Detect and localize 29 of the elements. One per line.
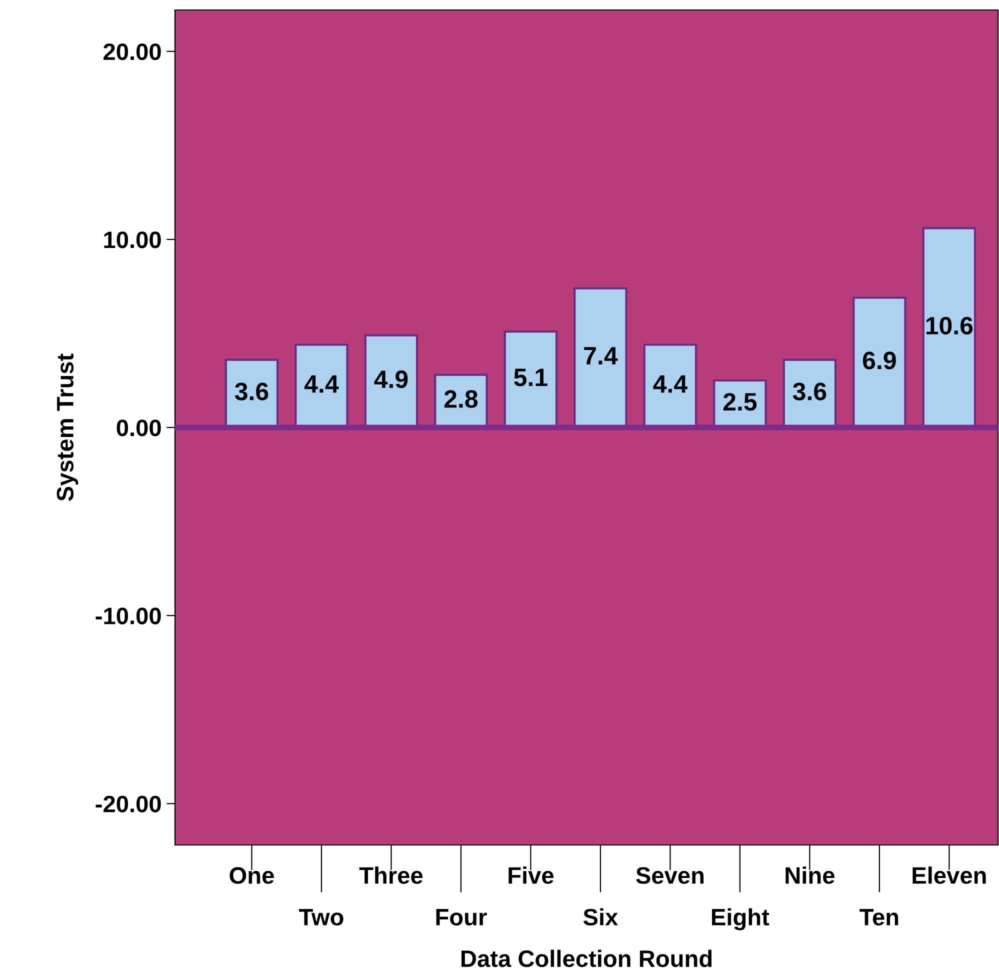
y-tick-label: -10.00 <box>96 608 161 624</box>
x-tick-label: Three <box>359 866 423 884</box>
y-tick-label: 20.00 <box>104 43 161 60</box>
data-label: 2.8 <box>444 390 478 408</box>
data-label: 3.6 <box>792 382 826 400</box>
data-label: 3.6 <box>234 382 268 400</box>
y-tick-label: 0.00 <box>116 420 161 436</box>
x-tick-label: Five <box>508 866 554 884</box>
x-tick-label: Seven <box>636 867 704 884</box>
data-label: 4.4 <box>653 375 688 393</box>
data-label: 5.1 <box>514 368 548 386</box>
data-label: 7.4 <box>584 347 618 364</box>
y-axis-title: System Trust <box>56 354 78 501</box>
x-tick-label: Nine <box>786 866 834 884</box>
x-tick-label: Four <box>436 909 487 926</box>
data-label: 10.6 <box>926 316 973 335</box>
data-label: 2.5 <box>723 393 757 411</box>
y-tick-label: -20.00 <box>96 796 161 812</box>
data-label: 4.4 <box>304 375 339 393</box>
x-tick-label: Two <box>299 909 344 926</box>
data-label: 6.9 <box>862 352 896 370</box>
x-tick-label: Six <box>583 908 618 926</box>
data-label: 4.9 <box>374 370 408 388</box>
x-axis-title: Data Collection Round <box>462 950 712 968</box>
x-tick-label: Eleven <box>912 866 986 884</box>
x-tick-label: Eight <box>712 908 770 930</box>
x-tick-label: One <box>230 867 274 884</box>
y-tick-label: 10.00 <box>104 232 161 248</box>
x-tick-label: Ten <box>860 909 898 926</box>
